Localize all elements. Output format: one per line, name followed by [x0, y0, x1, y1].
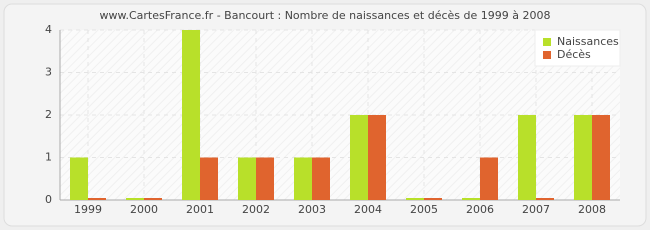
- bar: [88, 198, 106, 200]
- y-tick-label: 4: [45, 23, 52, 36]
- bar: [368, 115, 386, 200]
- x-tick-label: 2002: [242, 203, 270, 216]
- x-tick-label: 2007: [522, 203, 550, 216]
- bar: [574, 115, 592, 200]
- legend-label: Décès: [557, 48, 591, 61]
- bar: [238, 157, 256, 200]
- x-tick-label: 2004: [354, 203, 382, 216]
- bar: [536, 198, 554, 200]
- y-tick-label: 3: [45, 66, 52, 79]
- legend-swatch: [543, 51, 551, 59]
- bar: [406, 198, 424, 200]
- chart: www.CartesFrance.fr - Bancourt : Nombre …: [0, 0, 650, 230]
- chart-title: www.CartesFrance.fr - Bancourt : Nombre …: [100, 9, 551, 22]
- bar: [592, 115, 610, 200]
- x-tick-label: 2005: [410, 203, 438, 216]
- legend-label: Naissances: [557, 35, 619, 48]
- x-tick-label: 2006: [466, 203, 494, 216]
- y-tick-label: 1: [45, 151, 52, 164]
- bar: [480, 157, 498, 200]
- bar: [70, 157, 88, 200]
- bar: [294, 157, 312, 200]
- bar: [126, 198, 144, 200]
- x-tick-label: 2000: [130, 203, 158, 216]
- x-tick-label: 1999: [74, 203, 102, 216]
- bar: [200, 157, 218, 200]
- bar: [350, 115, 368, 200]
- x-tick-label: 2001: [186, 203, 214, 216]
- legend-box: [534, 29, 621, 67]
- bar: [518, 115, 536, 200]
- bar: [312, 157, 330, 200]
- legend-swatch: [543, 38, 551, 46]
- bar: [256, 157, 274, 200]
- bar: [182, 30, 200, 200]
- bar: [144, 198, 162, 200]
- bar: [424, 198, 442, 200]
- x-tick-label: 2003: [298, 203, 326, 216]
- y-tick-label: 0: [45, 193, 52, 206]
- y-tick-label: 2: [45, 108, 52, 121]
- x-tick-label: 2008: [578, 203, 606, 216]
- bar: [462, 198, 480, 200]
